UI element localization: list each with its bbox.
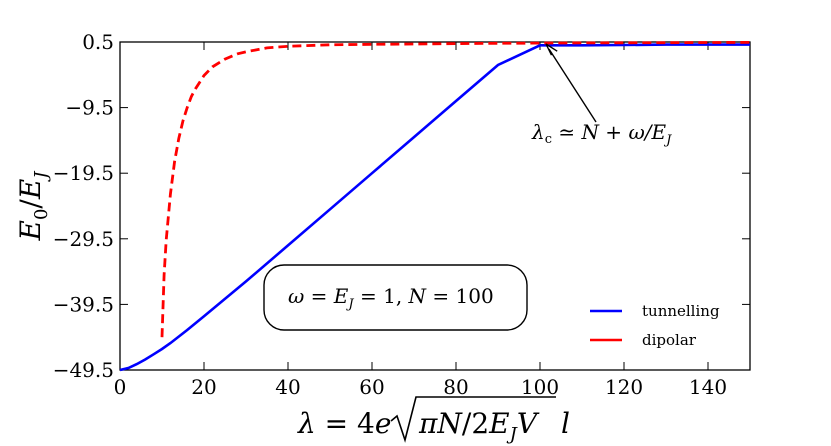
annotation-lambda-c-text: λc ≃ N + ω/EJ bbox=[531, 120, 672, 148]
plot-frame bbox=[119, 41, 751, 371]
x-axis-ticks: 0 20 40 60 80 100 120 140 bbox=[114, 42, 727, 399]
series-line-tunnelling bbox=[119, 43, 750, 372]
legend-label-dipolar: dipolar bbox=[642, 331, 697, 349]
annotation-arrowhead-icon bbox=[545, 43, 558, 56]
y-tick-label: −49.5 bbox=[53, 358, 114, 382]
sqrt-sign-icon bbox=[390, 396, 556, 443]
svg-text:λ = 4e: λ = 4e bbox=[297, 407, 391, 440]
x-axis-title: λ = 4e πN/2EJV l bbox=[297, 396, 570, 445]
svg-text:l: l bbox=[561, 407, 570, 440]
y-axis-ticks: 0.5 −9.5 −19.5 −29.5 −39.5 −49.5 bbox=[53, 30, 750, 382]
y-tick-label: −29.5 bbox=[53, 227, 114, 251]
annotation-lambda-c: λc ≃ N + ω/EJ bbox=[531, 43, 672, 148]
y-tick-label: −39.5 bbox=[53, 292, 114, 316]
x-tick-label: 60 bbox=[359, 375, 384, 399]
y-axis-title: E0/EJ bbox=[14, 170, 52, 242]
parameter-box-frame bbox=[263, 264, 528, 331]
x-tick-label: 20 bbox=[191, 375, 216, 399]
y-tick-label: −9.5 bbox=[65, 96, 114, 120]
x-tick-label: 40 bbox=[275, 375, 300, 399]
x-tick-label: 120 bbox=[605, 375, 643, 399]
x-tick-label: 100 bbox=[521, 375, 559, 399]
annotation-parameter-box: ω = EJ = 1, N = 100 bbox=[263, 264, 528, 331]
y-tick-label: 0.5 bbox=[82, 30, 114, 54]
svg-text:πN/2EJV: πN/2EJV bbox=[418, 407, 540, 445]
legend-label-tunnelling: tunnelling bbox=[642, 302, 720, 320]
annotation-arrow-shaft bbox=[548, 48, 597, 123]
parameter-box-text: ω = EJ = 1, N = 100 bbox=[288, 284, 494, 312]
series-line-dipolar bbox=[160, 41, 751, 338]
x-tick-label: 140 bbox=[689, 375, 727, 399]
legend: tunnelling dipolar bbox=[590, 302, 720, 349]
y-tick-label: −19.5 bbox=[53, 161, 114, 185]
svg-text:E0/EJ: E0/EJ bbox=[14, 170, 52, 242]
x-tick-label: 80 bbox=[443, 375, 468, 399]
x-tick-label: 0 bbox=[114, 375, 127, 399]
